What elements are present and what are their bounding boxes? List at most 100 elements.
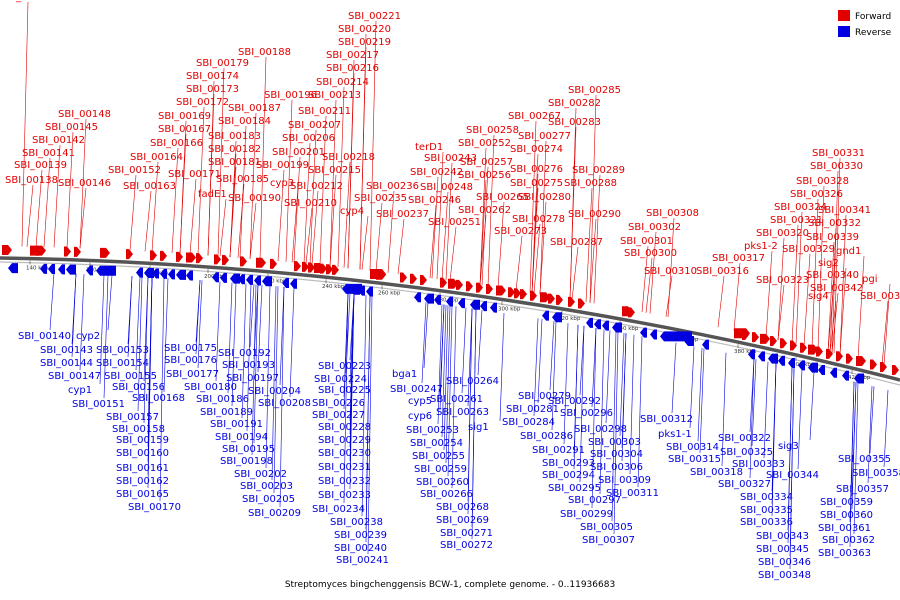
forward-gene-label[interactable]: SBI_00316 xyxy=(696,266,749,277)
reverse-gene[interactable] xyxy=(490,302,497,313)
forward-gene[interactable] xyxy=(496,285,506,296)
forward-gene[interactable] xyxy=(376,269,386,280)
forward-gene[interactable] xyxy=(476,282,483,293)
forward-gene-label[interactable]: SBI_00190 xyxy=(228,193,281,204)
reverse-gene-label[interactable]: SBI_00198 xyxy=(220,456,273,467)
reverse-gene-label[interactable]: SBI_00305 xyxy=(580,522,633,533)
forward-gene-label[interactable]: SBI_00214 xyxy=(316,77,369,88)
forward-gene[interactable] xyxy=(456,279,463,290)
forward-gene[interactable] xyxy=(770,336,777,347)
forward-gene-label[interactable]: SBI_00246 xyxy=(408,195,461,206)
reverse-gene-label[interactable]: SBI_00264 xyxy=(446,376,499,387)
reverse-gene-label[interactable]: SBI_00192 xyxy=(218,348,271,359)
forward-gene[interactable] xyxy=(808,344,818,355)
reverse-gene-label[interactable]: sig1 xyxy=(468,422,489,433)
reverse-gene-label[interactable]: SBI_00291 xyxy=(532,445,585,456)
forward-gene[interactable] xyxy=(628,307,635,318)
forward-gene-label[interactable]: SBI_00181 xyxy=(208,157,261,168)
reverse-gene[interactable] xyxy=(542,310,549,321)
reverse-gene[interactable] xyxy=(660,331,692,342)
forward-gene-label[interactable]: SBI_00169 xyxy=(158,111,211,122)
reverse-gene-label[interactable]: SBI_00234 xyxy=(312,504,365,515)
forward-gene-label[interactable]: SBI_00256 xyxy=(458,170,511,181)
forward-gene-label[interactable]: SBI_00213 xyxy=(308,90,361,101)
forward-gene-label[interactable]: SBI_00289 xyxy=(572,165,625,176)
reverse-gene-label[interactable]: SBI_00191 xyxy=(210,419,263,430)
reverse-gene-label[interactable]: SBI_00230 xyxy=(318,448,371,459)
forward-gene[interactable] xyxy=(856,356,866,367)
forward-gene-label[interactable]: SBI_00326 xyxy=(790,189,843,200)
forward-gene-label[interactable]: SBI_00220 xyxy=(338,24,391,35)
reverse-gene[interactable] xyxy=(8,263,18,274)
reverse-gene-label[interactable]: pks1-1 xyxy=(658,429,692,440)
reverse-gene[interactable] xyxy=(768,353,778,364)
reverse-gene-label[interactable]: SBI_00259 xyxy=(414,464,467,475)
forward-gene-label[interactable]: SBI_00276 xyxy=(510,164,563,175)
reverse-gene[interactable] xyxy=(424,293,434,304)
forward-gene[interactable] xyxy=(2,245,12,256)
forward-gene-label[interactable]: SBI_00141 xyxy=(22,148,75,159)
reverse-gene-label[interactable]: SBI_00147 xyxy=(48,371,101,382)
reverse-gene[interactable] xyxy=(808,362,818,373)
reverse-gene-label[interactable]: SBI_00193 xyxy=(222,360,275,371)
forward-gene[interactable] xyxy=(448,278,458,289)
reverse-gene-label[interactable]: SBI_00327 xyxy=(718,479,771,490)
reverse-gene-label[interactable]: SBI_00359 xyxy=(820,497,873,508)
reverse-gene-label[interactable]: SBI_00205 xyxy=(242,494,295,505)
reverse-gene-label[interactable]: SBI_00143 xyxy=(40,345,93,356)
forward-gene[interactable] xyxy=(126,249,133,260)
forward-gene[interactable] xyxy=(514,288,521,299)
reverse-gene-label[interactable]: SBI_00297 xyxy=(568,495,621,506)
forward-gene-label[interactable]: SBI_00320 xyxy=(756,228,809,239)
reverse-gene-label[interactable]: SBI_00202 xyxy=(234,469,287,480)
forward-gene[interactable] xyxy=(240,256,247,267)
forward-gene[interactable] xyxy=(256,257,266,268)
forward-gene-label[interactable]: SBI_00183 xyxy=(208,131,261,142)
reverse-gene[interactable] xyxy=(702,339,709,350)
forward-gene-label[interactable]: SBI_00216 xyxy=(326,63,379,74)
forward-gene-label[interactable]: SBI_00283 xyxy=(548,117,601,128)
reverse-gene-label[interactable]: SBI_00271 xyxy=(440,528,493,539)
reverse-gene-label[interactable]: SBI_00209 xyxy=(248,508,301,519)
forward-gene[interactable] xyxy=(466,281,473,292)
forward-gene[interactable] xyxy=(440,277,447,288)
forward-gene[interactable] xyxy=(540,292,550,303)
forward-gene[interactable] xyxy=(548,293,555,304)
forward-gene-label[interactable]: SBI_00142 xyxy=(32,135,85,146)
reverse-gene-label[interactable]: SBI_00358 xyxy=(852,468,900,479)
reverse-gene-label[interactable]: SBI_00162 xyxy=(116,476,169,487)
forward-gene[interactable] xyxy=(486,284,493,295)
reverse-gene-label[interactable]: SBI_00362 xyxy=(822,535,875,546)
forward-gene-label[interactable]: SBI_00275 xyxy=(510,178,563,189)
forward-gene-label[interactable]: SBI_00221 xyxy=(348,11,401,22)
forward-gene-label[interactable]: SBI_00350 xyxy=(0,0,53,3)
forward-gene-label[interactable]: SBI_00236 xyxy=(366,181,419,192)
forward-gene-label[interactable]: SBI_00349 xyxy=(860,291,900,302)
forward-gene[interactable] xyxy=(520,289,527,300)
reverse-gene-label[interactable]: SBI_00303 xyxy=(588,437,641,448)
reverse-gene-label[interactable]: SBI_00295 xyxy=(548,483,601,494)
reverse-gene-label[interactable]: SBI_00286 xyxy=(520,431,573,442)
reverse-gene-label[interactable]: SBI_00311 xyxy=(606,488,659,499)
forward-gene-label[interactable]: SBI_00196 xyxy=(264,90,317,101)
reverse-gene-label[interactable]: SBI_00208 xyxy=(258,398,311,409)
reverse-gene[interactable] xyxy=(788,358,795,369)
forward-gene-label[interactable]: SBI_00164 xyxy=(130,152,183,163)
reverse-gene-label[interactable]: SBI_00269 xyxy=(436,515,489,526)
forward-gene-label[interactable]: SBI_00290 xyxy=(568,209,621,220)
forward-gene-label[interactable]: SBI_00235 xyxy=(354,193,407,204)
forward-gene-label[interactable]: SBI_00262 xyxy=(458,205,511,216)
forward-gene-label[interactable]: SBI_00287 xyxy=(550,237,603,248)
forward-gene-label[interactable]: SBI_00248 xyxy=(420,182,473,193)
reverse-gene[interactable] xyxy=(818,364,825,375)
forward-gene[interactable] xyxy=(846,353,853,364)
reverse-gene-label[interactable]: SBI_00176 xyxy=(164,355,217,366)
reverse-gene-label[interactable]: cyp1 xyxy=(68,385,92,396)
reverse-gene-label[interactable]: SBI_00151 xyxy=(72,399,125,410)
forward-gene[interactable] xyxy=(790,340,797,351)
reverse-gene-label[interactable]: cyp6 xyxy=(408,411,432,422)
forward-gene-label[interactable]: SBI_00258 xyxy=(466,125,519,136)
reverse-gene-label[interactable]: SBI_00314 xyxy=(666,442,719,453)
forward-gene[interactable] xyxy=(214,254,221,265)
forward-gene-label[interactable]: SBI_00282 xyxy=(548,98,601,109)
